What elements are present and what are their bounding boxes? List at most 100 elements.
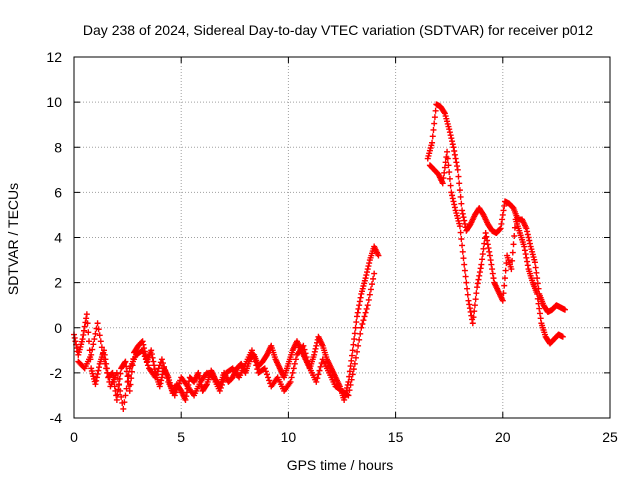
data-point — [430, 126, 437, 133]
data-point — [486, 252, 493, 259]
data-point — [85, 329, 92, 336]
data-point — [441, 164, 448, 171]
data-point — [454, 163, 461, 170]
data-point — [96, 332, 103, 339]
data-point — [441, 169, 448, 176]
data-point — [481, 240, 488, 247]
data-point — [359, 320, 366, 327]
data-point — [351, 336, 358, 343]
data-point — [367, 286, 374, 293]
data-point — [163, 371, 170, 378]
data-point — [429, 133, 436, 140]
data-point — [488, 261, 495, 268]
data-point — [317, 363, 324, 370]
data-point — [458, 200, 465, 207]
data-point — [350, 341, 357, 348]
data-point — [351, 360, 358, 367]
data-point — [456, 223, 463, 230]
data-point — [158, 356, 165, 363]
data-point — [350, 366, 357, 373]
data-point — [89, 346, 96, 353]
data-point — [499, 297, 506, 304]
data-point — [292, 356, 299, 363]
data-point — [248, 347, 255, 354]
data-point — [526, 240, 533, 247]
data-point — [141, 353, 148, 360]
data-point — [353, 319, 360, 326]
data-point — [158, 377, 165, 384]
data-point — [464, 285, 471, 292]
data-point — [122, 392, 129, 399]
data-point — [345, 378, 352, 385]
data-point — [358, 324, 365, 331]
data-point — [452, 155, 459, 162]
data-point — [140, 341, 147, 348]
data-point — [451, 151, 458, 158]
data-point — [444, 148, 451, 155]
data-point — [461, 217, 468, 224]
data-point — [91, 336, 98, 343]
data-point — [356, 336, 363, 343]
data-point — [158, 374, 165, 381]
data-point — [176, 380, 183, 387]
data-point — [104, 369, 111, 376]
data-point — [217, 384, 224, 391]
data-point — [80, 331, 87, 338]
data-point — [357, 294, 364, 301]
data-point — [347, 363, 354, 370]
data-point — [125, 372, 132, 379]
data-point — [81, 323, 88, 330]
data-point — [364, 302, 371, 309]
data-point — [485, 245, 492, 252]
data-point — [356, 302, 363, 309]
data-point — [451, 201, 458, 208]
data-point — [467, 308, 474, 315]
data-point — [429, 139, 436, 146]
data-point — [366, 291, 373, 298]
data-point — [311, 348, 318, 355]
data-point — [128, 375, 135, 382]
data-point — [159, 360, 166, 367]
data-point — [97, 338, 104, 345]
data-point — [289, 369, 296, 376]
data-point — [183, 389, 190, 396]
data-point — [95, 367, 102, 374]
data-point — [449, 141, 456, 148]
data-point — [536, 305, 543, 312]
data-point — [489, 270, 496, 277]
data-point — [457, 229, 464, 236]
data-point — [479, 251, 486, 258]
data-point — [470, 314, 477, 321]
data-point — [251, 354, 258, 361]
data-point — [501, 282, 508, 289]
data-point — [346, 387, 353, 394]
data-point — [94, 371, 101, 378]
data-point — [124, 373, 131, 380]
data-point — [139, 347, 146, 354]
data-point — [446, 129, 453, 136]
data-point — [456, 180, 463, 187]
x-axis-label: GPS time / hours — [287, 457, 394, 473]
data-point — [356, 298, 363, 305]
data-point — [173, 386, 180, 393]
data-point — [303, 354, 310, 361]
data-point — [291, 360, 298, 367]
data-point — [114, 375, 121, 382]
data-point — [302, 350, 309, 357]
data-point — [301, 346, 308, 353]
data-point — [345, 392, 352, 399]
data-point — [103, 365, 110, 372]
data-point — [121, 399, 128, 406]
data-point — [346, 373, 353, 380]
data-point — [474, 284, 481, 291]
data-point — [482, 229, 489, 236]
data-point — [150, 358, 157, 365]
data-point — [469, 320, 476, 327]
data-point — [451, 148, 458, 155]
data-point — [300, 342, 307, 349]
y-tick-label: 2 — [54, 275, 62, 291]
data-point — [151, 362, 158, 369]
chart-title: Day 238 of 2024, Sidereal Day-to-day VTE… — [83, 22, 593, 38]
data-point — [128, 368, 135, 375]
